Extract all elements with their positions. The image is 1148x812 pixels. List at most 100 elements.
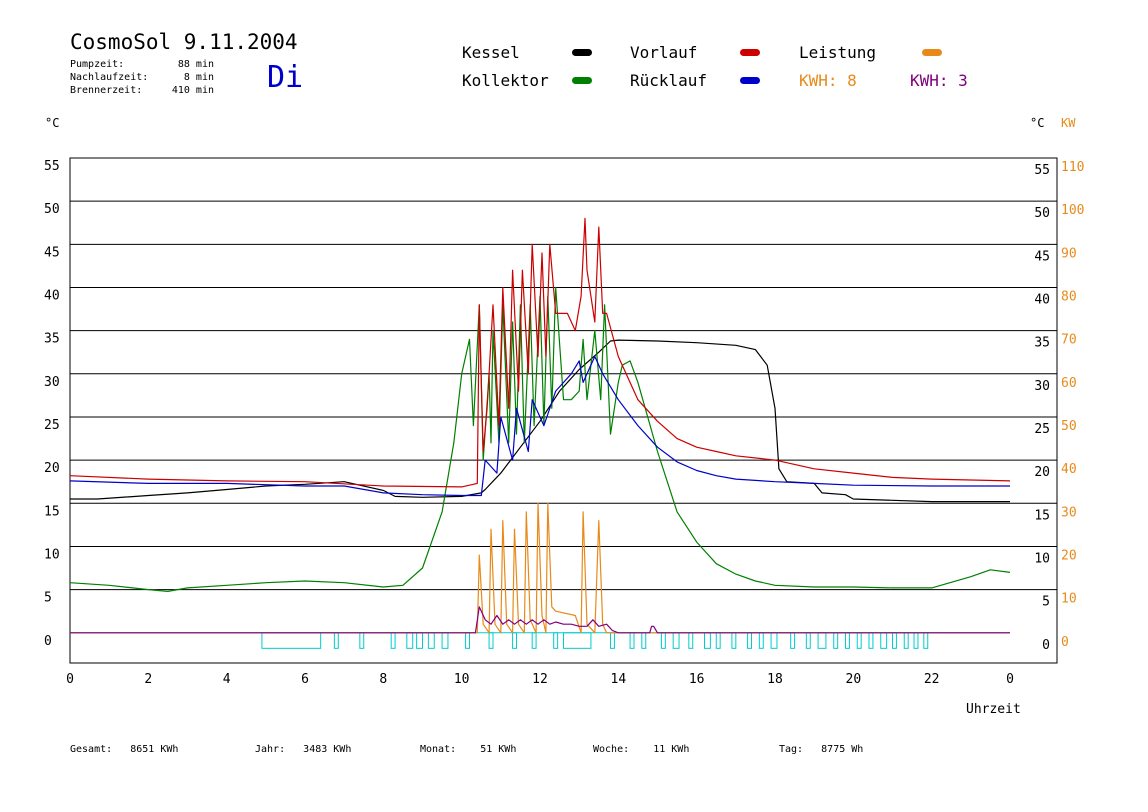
footer-monat: Monat: 51 KWh	[420, 744, 517, 755]
y-tick-label-right: 50	[1034, 206, 1050, 221]
x-tick-label: 0	[1006, 672, 1014, 687]
pump-period-mark	[465, 632, 471, 649]
series-line-r-cklauf	[69, 355, 1010, 497]
y2-tick-label: 70	[1061, 333, 1077, 348]
y2-tick-label: 110	[1061, 160, 1084, 175]
y-tick-label-left: 15	[44, 504, 60, 519]
y-tick-label-left: 25	[44, 418, 60, 433]
pump-period-mark	[913, 632, 919, 649]
y2-tick-label: 50	[1061, 419, 1077, 434]
pump-period-mark	[770, 632, 778, 649]
pump-period-mark	[488, 632, 494, 649]
pump-period-mark	[641, 632, 647, 649]
y-tick-label-right: 10	[1034, 551, 1050, 566]
pump-period-mark	[845, 632, 850, 649]
pump-period-mark	[880, 632, 888, 649]
y-tick-label-right: 45	[1034, 249, 1050, 264]
footer-tag: Tag: 8775 Wh	[779, 744, 864, 755]
x-tick-label: 22	[924, 672, 940, 687]
y-tick-label-right: 55	[1034, 163, 1050, 178]
stat-nachlaufzeit: Nachlaufzeit: 8 min	[70, 72, 214, 83]
left-axis-unit: °C	[45, 116, 60, 130]
y-tick-label-left: 50	[44, 202, 60, 217]
stat-brennerzeit: Brennerzeit: 410 min	[70, 85, 214, 96]
x-tick-label: 16	[689, 672, 705, 687]
y2-tick-label: 20	[1061, 548, 1077, 563]
y-tick-label-right: 40	[1034, 292, 1050, 307]
y-tick-label-right: 15	[1034, 508, 1050, 523]
x-tick-label: 14	[611, 672, 627, 687]
y2-tick-label: 30	[1061, 505, 1077, 520]
y-tick-label-left: 0	[44, 634, 52, 649]
right-axis-unit-c: °C	[1030, 116, 1045, 130]
pump-period-mark	[868, 632, 874, 649]
legend-swatch-ruecklauf	[740, 77, 760, 84]
y2-tick-label: 90	[1061, 246, 1077, 261]
legend-swatch-leistung	[922, 49, 942, 56]
pump-period-mark	[416, 632, 423, 649]
pump-period-mark	[903, 632, 909, 649]
pump-period-mark	[406, 632, 414, 649]
pump-period-mark	[441, 632, 449, 649]
y-tick-label-left: 30	[44, 375, 60, 390]
y-tick-label-right: 30	[1034, 379, 1050, 394]
series-line-vorlauf	[69, 217, 1011, 488]
right-axis-unit-kw: KW	[1061, 116, 1076, 130]
y-tick-label-right: 25	[1034, 422, 1050, 437]
y-tick-label-right: 35	[1034, 336, 1050, 351]
legend-kwh-2: KWH: 3	[910, 71, 968, 90]
x-axis-label: Uhrzeit	[966, 702, 1021, 717]
footer-woche: Woche: 11 KWh	[593, 744, 690, 755]
y-tick-label-right: 0	[1042, 638, 1050, 653]
pump-period-mark	[715, 632, 721, 649]
pump-period-mark	[660, 632, 666, 649]
pump-period-mark	[805, 632, 811, 649]
pump-period-mark	[629, 632, 635, 649]
series-line-leistung-2	[70, 606, 1010, 634]
pump-period-mark	[747, 632, 752, 649]
y-tick-label-right: 5	[1042, 595, 1050, 610]
y2-tick-label: 40	[1061, 462, 1077, 477]
legend-swatch-kessel	[572, 49, 592, 56]
footer-gesamt: Gesamt: 8651 KWh	[70, 744, 179, 755]
y-tick-label-left: 35	[44, 332, 60, 347]
x-tick-label: 6	[301, 672, 309, 687]
y2-tick-label: 80	[1061, 289, 1077, 304]
legend-leistung: Leistung	[799, 43, 877, 62]
pump-period-mark	[833, 632, 839, 649]
pump-period-mark	[563, 632, 592, 649]
x-tick-label: 0	[66, 672, 74, 687]
pump-period-mark	[688, 632, 694, 649]
pump-period-mark	[333, 632, 339, 649]
y-tick-label-right: 20	[1034, 465, 1050, 480]
pump-period-mark	[610, 632, 615, 649]
x-tick-label: 10	[454, 672, 470, 687]
pump-period-mark	[758, 632, 764, 649]
legend-kollektor: Kollektor	[462, 71, 549, 90]
pump-period-mark	[790, 632, 796, 649]
y-tick-label-left: 10	[44, 547, 60, 562]
plot-frame	[69, 157, 1058, 664]
pump-period-mark	[923, 632, 929, 649]
y-tick-label-left: 20	[44, 461, 60, 476]
x-tick-label: 4	[223, 672, 231, 687]
pump-period-mark	[672, 632, 680, 649]
pump-period-mark	[390, 632, 396, 649]
y2-tick-label: 0	[1061, 635, 1069, 650]
legend-ruecklauf: Rücklauf	[630, 71, 708, 90]
pump-period-mark	[427, 632, 435, 649]
x-tick-label: 12	[532, 672, 548, 687]
footer-jahr: Jahr: 3483 KWh	[255, 744, 352, 755]
y-tick-label-left: 55	[44, 159, 60, 174]
y-tick-label-left: 40	[44, 288, 60, 303]
pump-period-mark	[512, 632, 517, 649]
legend-swatch-vorlauf	[740, 49, 760, 56]
legend-swatch-kollektor	[572, 77, 592, 84]
y-tick-label-left: 45	[44, 245, 60, 260]
pump-period-mark	[359, 632, 365, 649]
pump-period-mark	[704, 632, 711, 649]
chart-title: CosmoSol 9.11.2004	[70, 30, 298, 54]
x-tick-label: 20	[846, 672, 862, 687]
legend-kwh-1: KWH: 8	[799, 71, 857, 90]
legend-vorlauf: Vorlauf	[630, 43, 698, 62]
